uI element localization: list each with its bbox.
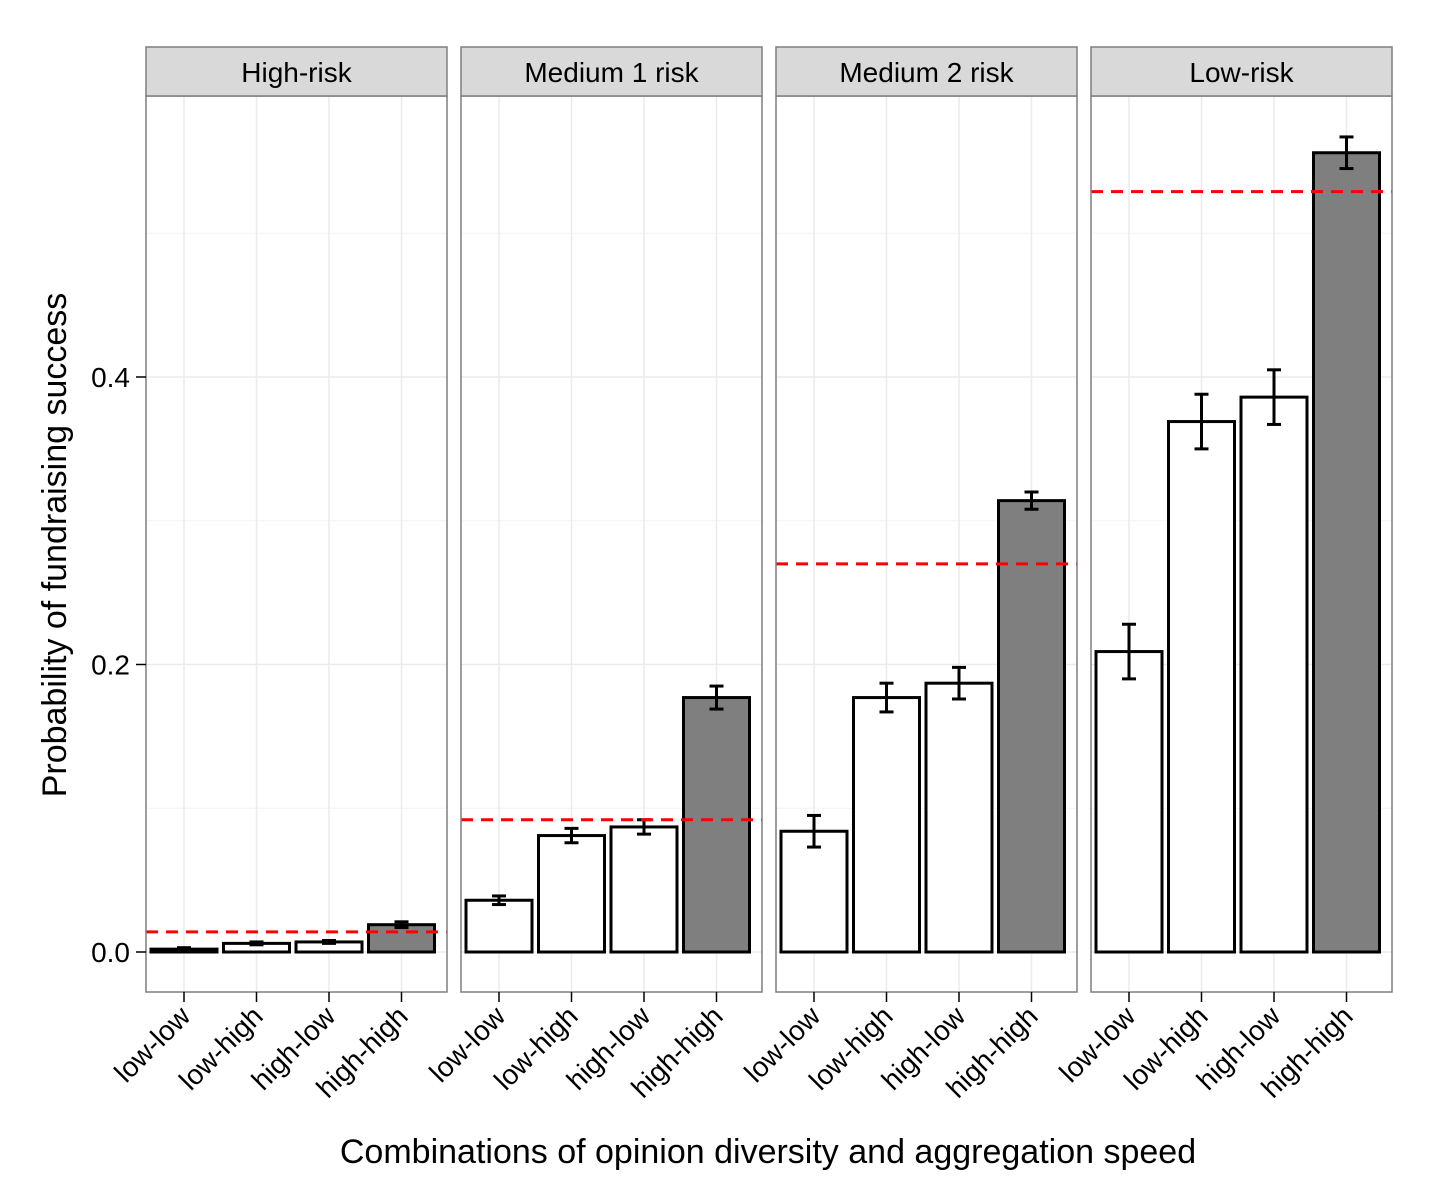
bar-high-high: [1312, 151, 1381, 954]
error-bar-low-high: [564, 826, 579, 845]
bar-low-high: [537, 834, 606, 954]
error-bar-low-high: [249, 940, 264, 947]
strip-label: Low-risk: [1189, 57, 1294, 88]
bar-low-high: [852, 696, 921, 954]
error-bar-high-high: [1339, 135, 1354, 171]
bar-high-high: [997, 499, 1066, 954]
error-bar-low-high: [879, 681, 894, 714]
error-bar-high-low: [322, 939, 336, 945]
bar-high-low: [609, 825, 679, 954]
error-bar-low-low: [177, 946, 191, 953]
error-bar-high-low: [1267, 368, 1281, 426]
bar-high-low: [924, 681, 994, 954]
strip-background: [460, 46, 763, 97]
bar-high-low: [1239, 395, 1309, 954]
bar-high-high: [367, 923, 436, 954]
error-bar-high-high: [394, 920, 409, 930]
strip-label: Medium 2 risk: [839, 57, 1014, 88]
error-bar-low-low: [1122, 622, 1136, 681]
bar-high-high: [682, 696, 751, 954]
panel-2: Medium 2 risklow-lowlow-highhigh-lowhigh…: [738, 46, 1078, 1104]
y-axis: 0.0 0.2 0.4: [91, 362, 146, 968]
strip-label: High-risk: [241, 57, 352, 88]
bar-low-high: [1167, 420, 1236, 954]
y-axis-title: Probability of fundraising success: [36, 293, 74, 798]
error-bar-high-high: [709, 684, 724, 711]
panel-1: Medium 1 risklow-lowlow-highhigh-lowhigh…: [423, 46, 763, 1104]
chart-panels: High-risklow-lowlow-highhigh-lowhigh-hig…: [108, 46, 1393, 1104]
y-tick-label: 0.0: [91, 937, 130, 968]
x-axis-title: Combinations of opinion diversity and ag…: [340, 1133, 1196, 1171]
panel-0: High-risklow-lowlow-highhigh-lowhigh-hig…: [108, 46, 448, 1104]
strip-label: Medium 1 risk: [524, 57, 699, 88]
error-bar-high-high: [1024, 490, 1039, 511]
error-bar-low-high: [1194, 392, 1209, 451]
bar-low-low: [464, 898, 534, 954]
strip-background: [775, 46, 1078, 97]
error-bar-high-low: [952, 665, 966, 701]
bar-low-low: [779, 829, 849, 954]
bar-low-low: [1094, 650, 1164, 954]
error-bar-low-low: [492, 894, 506, 907]
panel-background: [146, 96, 447, 992]
y-tick-label: 0.2: [91, 650, 130, 681]
error-bar-low-low: [807, 813, 821, 849]
strip-background: [1090, 46, 1393, 97]
strip-background: [145, 46, 448, 97]
y-tick-label: 0.4: [91, 362, 130, 393]
